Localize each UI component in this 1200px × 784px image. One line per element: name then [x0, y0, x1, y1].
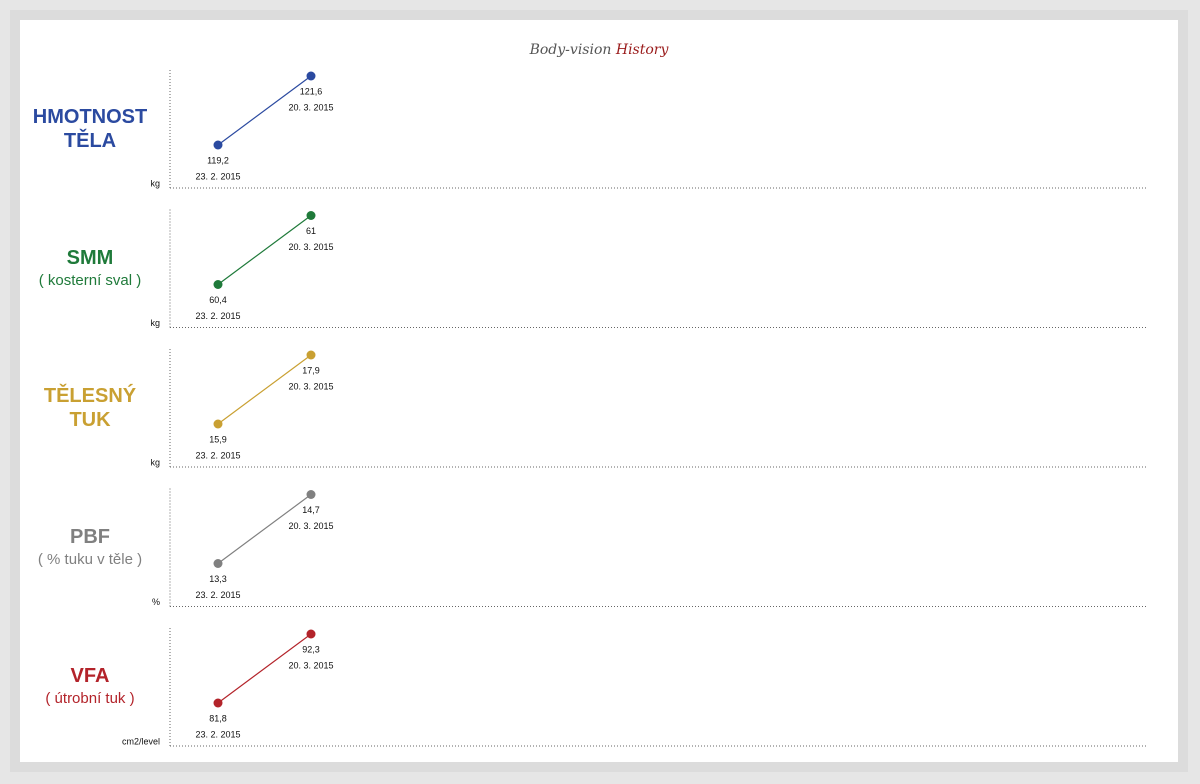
point [213, 140, 223, 150]
metric-title: SMM [66, 246, 114, 269]
metric-subtitle: ( útrobní tuk ) [45, 690, 135, 707]
metric-subtitle: ( kosterní sval ) [38, 271, 142, 289]
date-label: 23. 2. 2015 [195, 590, 240, 600]
page-title: Body-vision History [20, 42, 1178, 58]
metric-title: PBF [70, 525, 110, 548]
charts: kg 119,2 23. 2. 2015 121,6 20. 3. 2015 kg 60,4… [122, 70, 1147, 747]
line [217, 633, 312, 704]
point [213, 698, 223, 708]
date-label: 20. 3. 2015 [288, 660, 333, 670]
date-label: 23. 2. 2015 [195, 450, 240, 460]
panel: Body-vision History kg 119,2 23. 2. 2015 12… [20, 20, 1178, 762]
line [217, 494, 312, 564]
value-label: 60,4 [209, 295, 227, 305]
metric-title: VFA [70, 665, 110, 687]
line [217, 354, 312, 425]
metric-label: PBF ( % tuku v těle ) [20, 525, 160, 571]
metric-label: TĚLESNÝ TUK [20, 384, 160, 432]
value-label: 119,2 [207, 155, 229, 165]
line [217, 75, 312, 146]
y-axis-label: cm2/level [122, 736, 160, 746]
metric-title: HMOTNOST TĚLA [32, 106, 148, 152]
metric-label: SMM ( kosterní sval ) [20, 246, 160, 292]
title-accent: History [615, 42, 669, 58]
point [213, 559, 223, 568]
value-label: 17,9 [302, 365, 320, 375]
date-label: 20. 3. 2015 [288, 242, 333, 252]
date-label: 23. 2. 2015 [195, 311, 240, 321]
value-label: 13,3 [209, 574, 227, 584]
metric-label: VFA ( útrobní tuk ) [20, 664, 160, 710]
date-label: 23. 2. 2015 [195, 171, 240, 181]
date-label: 20. 3. 2015 [288, 381, 333, 391]
point [306, 211, 316, 220]
metric-title: TĚLESNÝ TUK [43, 385, 137, 431]
point [306, 490, 316, 499]
y-axis-label: % [152, 597, 160, 607]
date-label: 20. 3. 2015 [288, 102, 333, 112]
y-axis-label: kg [150, 318, 160, 328]
y-axis-label: kg [150, 178, 160, 188]
metric-subtitle: ( % tuku v těle ) [37, 550, 143, 568]
date-label: 20. 3. 2015 [288, 521, 333, 531]
value-label: 61 [306, 226, 316, 236]
title-main: Body-vision [529, 42, 612, 58]
point [306, 71, 316, 81]
value-label: 92,3 [302, 644, 320, 654]
point [213, 419, 223, 429]
point [306, 629, 316, 639]
point [306, 350, 316, 360]
metric-label: HMOTNOST TĚLA [20, 105, 160, 153]
value-label: 121,6 [300, 86, 323, 96]
value-label: 81,8 [209, 713, 227, 723]
point [213, 280, 223, 289]
line [217, 215, 312, 285]
value-label: 15,9 [209, 434, 227, 444]
y-axis-label: kg [150, 457, 160, 467]
date-label: 23. 2. 2015 [195, 729, 240, 739]
frame: Body-vision History kg 119,2 23. 2. 2015 12… [10, 10, 1188, 772]
value-label: 14,7 [302, 505, 320, 515]
